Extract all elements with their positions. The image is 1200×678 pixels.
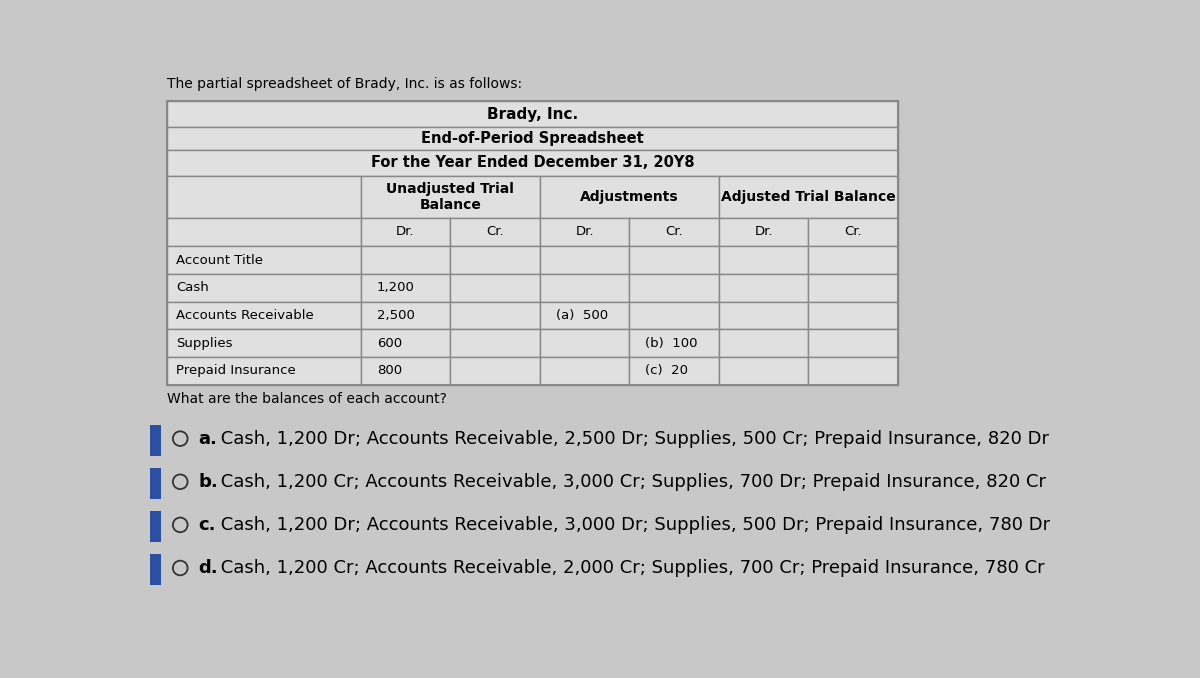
- Bar: [629, 246, 719, 274]
- Bar: [629, 357, 719, 384]
- Bar: [809, 330, 898, 357]
- Text: Brady, Inc.: Brady, Inc.: [487, 106, 578, 121]
- Bar: [361, 330, 450, 357]
- Bar: [809, 274, 898, 302]
- Bar: [167, 102, 898, 384]
- Bar: [719, 246, 809, 274]
- Bar: [361, 274, 450, 302]
- Bar: [540, 357, 629, 384]
- Text: Prepaid Insurance: Prepaid Insurance: [176, 364, 296, 378]
- Text: Cr.: Cr.: [665, 225, 683, 239]
- Bar: [167, 246, 361, 274]
- Text: For the Year Ended December 31, 20Y8: For the Year Ended December 31, 20Y8: [371, 155, 695, 170]
- Text: Cash, 1,200 Dr; Accounts Receivable, 2,500 Dr; Supplies, 500 Cr; Prepaid Insuran: Cash, 1,200 Dr; Accounts Receivable, 2,5…: [215, 430, 1049, 447]
- Bar: [361, 176, 540, 218]
- Bar: [361, 302, 450, 330]
- Text: Account Title: Account Title: [176, 254, 263, 266]
- Text: Supplies: Supplies: [176, 337, 233, 350]
- Text: (b)  100: (b) 100: [646, 337, 698, 350]
- Bar: [540, 246, 629, 274]
- Bar: [150, 511, 161, 542]
- Bar: [809, 357, 898, 384]
- Text: 600: 600: [377, 337, 402, 350]
- Bar: [361, 246, 450, 274]
- Bar: [629, 302, 719, 330]
- Text: b.: b.: [198, 473, 218, 491]
- Bar: [361, 218, 450, 246]
- Bar: [719, 218, 809, 246]
- Text: (a)  500: (a) 500: [556, 309, 608, 322]
- Text: c.: c.: [198, 516, 216, 534]
- Text: Accounts Receivable: Accounts Receivable: [176, 309, 314, 322]
- Bar: [629, 330, 719, 357]
- Bar: [719, 274, 809, 302]
- Bar: [167, 127, 898, 150]
- Text: Cash: Cash: [176, 281, 209, 294]
- Bar: [629, 274, 719, 302]
- Bar: [450, 302, 540, 330]
- Bar: [809, 246, 898, 274]
- Text: 2,500: 2,500: [377, 309, 415, 322]
- Bar: [167, 102, 898, 127]
- Text: Unadjusted Trial
Balance: Unadjusted Trial Balance: [386, 182, 514, 212]
- Bar: [361, 357, 450, 384]
- Text: Cash, 1,200 Dr; Accounts Receivable, 3,000 Dr; Supplies, 500 Dr; Prepaid Insuran: Cash, 1,200 Dr; Accounts Receivable, 3,0…: [215, 516, 1050, 534]
- Bar: [719, 176, 898, 218]
- Text: Cash, 1,200 Cr; Accounts Receivable, 3,000 Cr; Supplies, 700 Dr; Prepaid Insuran: Cash, 1,200 Cr; Accounts Receivable, 3,0…: [215, 473, 1046, 491]
- Bar: [167, 302, 361, 330]
- Text: (c)  20: (c) 20: [646, 364, 689, 378]
- Bar: [167, 218, 361, 246]
- Text: Adjusted Trial Balance: Adjusted Trial Balance: [721, 190, 895, 204]
- Text: d.: d.: [198, 559, 217, 577]
- Text: Dr.: Dr.: [575, 225, 594, 239]
- Text: Adjustments: Adjustments: [580, 190, 679, 204]
- Bar: [809, 302, 898, 330]
- Text: What are the balances of each account?: What are the balances of each account?: [167, 392, 446, 405]
- Bar: [450, 357, 540, 384]
- Bar: [540, 218, 629, 246]
- Text: Dr.: Dr.: [396, 225, 415, 239]
- Bar: [719, 302, 809, 330]
- Text: 1,200: 1,200: [377, 281, 415, 294]
- Text: Cash, 1,200 Cr; Accounts Receivable, 2,000 Cr; Supplies, 700 Cr; Prepaid Insuran: Cash, 1,200 Cr; Accounts Receivable, 2,0…: [215, 559, 1045, 577]
- Bar: [150, 554, 161, 585]
- Bar: [167, 357, 361, 384]
- Bar: [629, 218, 719, 246]
- Bar: [150, 468, 161, 499]
- Bar: [450, 218, 540, 246]
- Bar: [540, 274, 629, 302]
- Text: End-of-Period Spreadsheet: End-of-Period Spreadsheet: [421, 131, 644, 146]
- Text: Cr.: Cr.: [845, 225, 862, 239]
- Text: The partial spreadsheet of Brady, Inc. is as follows:: The partial spreadsheet of Brady, Inc. i…: [167, 77, 522, 91]
- Bar: [540, 330, 629, 357]
- Bar: [167, 274, 361, 302]
- Bar: [450, 330, 540, 357]
- Text: Cr.: Cr.: [486, 225, 504, 239]
- Bar: [719, 357, 809, 384]
- Bar: [450, 274, 540, 302]
- Text: Dr.: Dr.: [755, 225, 773, 239]
- Bar: [150, 425, 161, 456]
- Bar: [450, 246, 540, 274]
- Bar: [167, 176, 361, 218]
- Bar: [540, 302, 629, 330]
- Bar: [167, 330, 361, 357]
- Bar: [540, 176, 719, 218]
- Text: a.: a.: [198, 430, 217, 447]
- Bar: [719, 330, 809, 357]
- Bar: [809, 218, 898, 246]
- Bar: [167, 150, 898, 176]
- Text: 800: 800: [377, 364, 402, 378]
